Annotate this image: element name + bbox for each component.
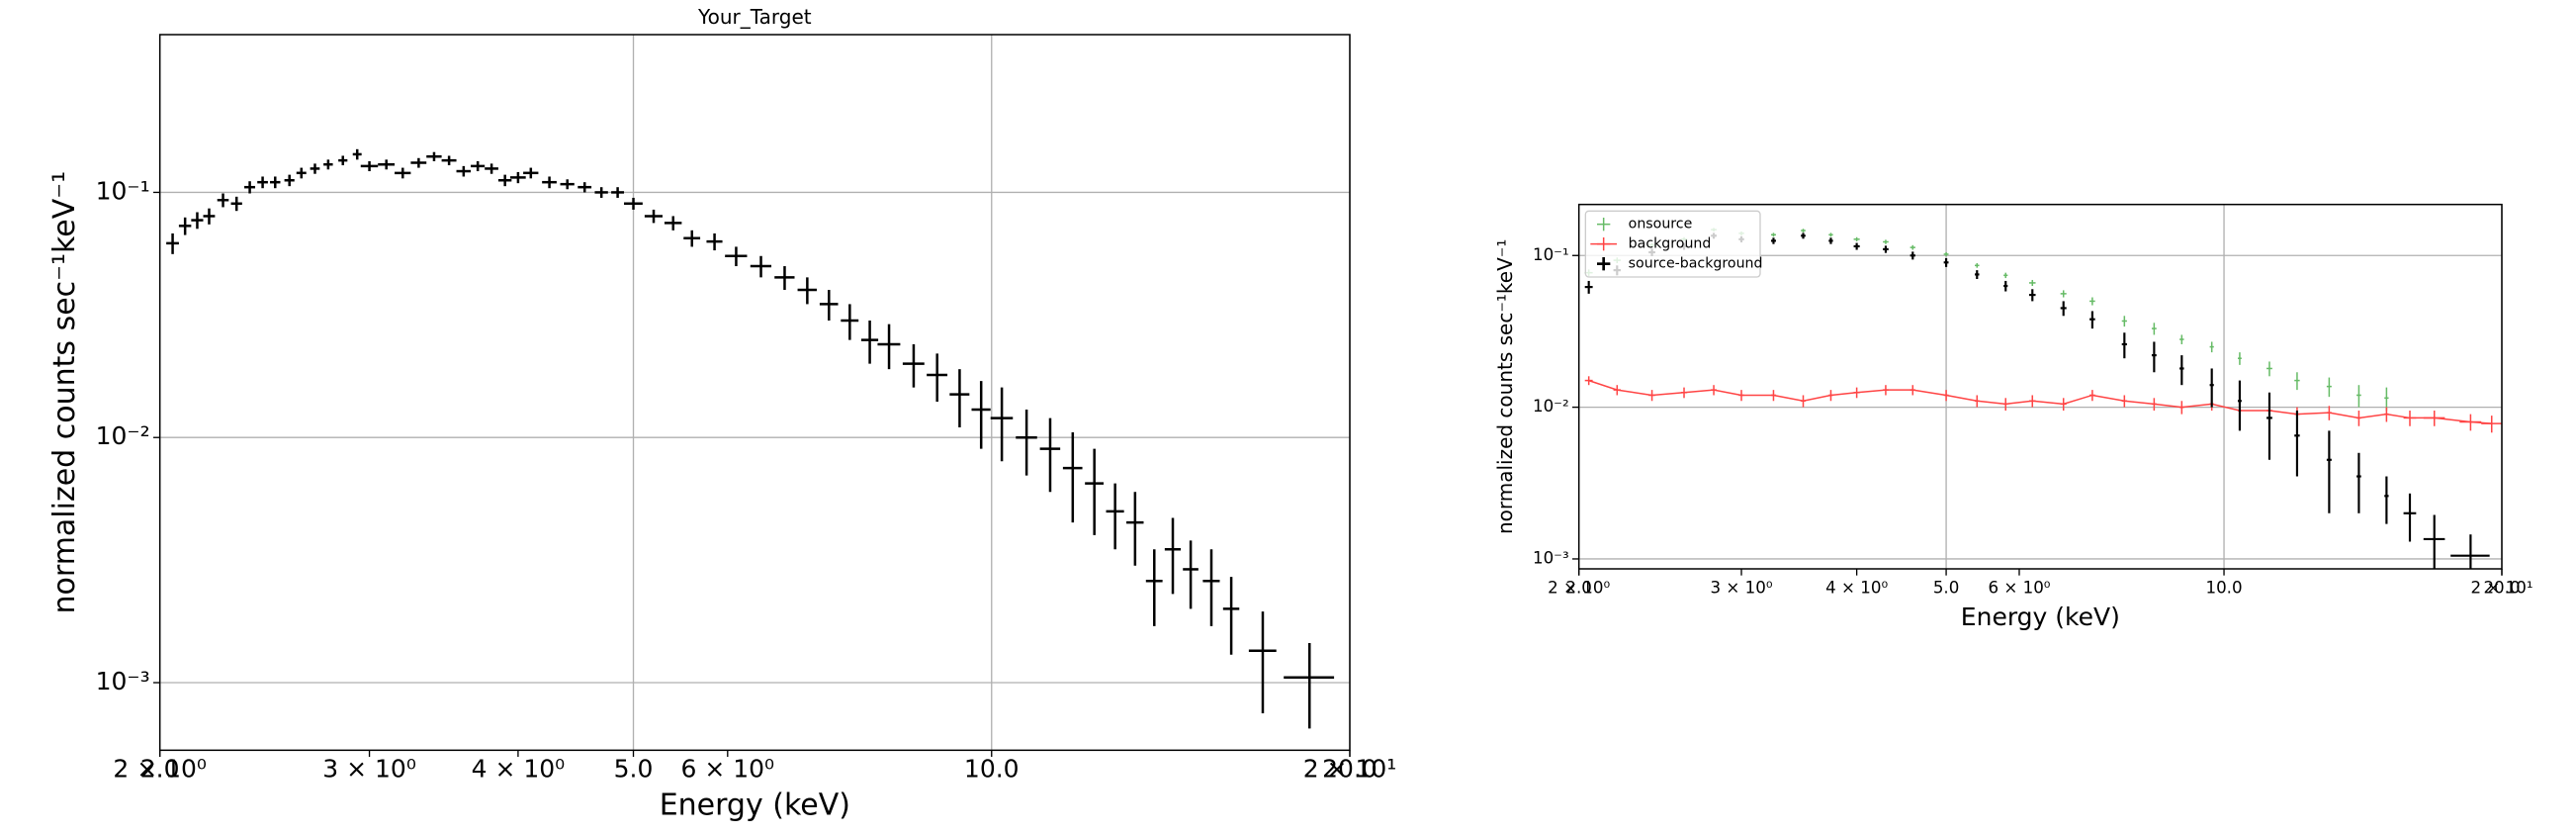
- x-tick-label: 2 × 10¹: [1303, 754, 1397, 783]
- x-tick-label: 4 × 10⁰: [1825, 579, 1888, 598]
- legend-label: onsource: [1629, 217, 1693, 232]
- axes-frame: [158, 34, 1351, 752]
- x-tick-label: 20.0: [2483, 579, 2520, 598]
- axes-frame: [1577, 203, 2503, 570]
- x-tick-label: 5.0: [614, 754, 654, 783]
- y-axis-label: normalized counts sec⁻¹keV⁻¹: [47, 171, 82, 614]
- x-tick-label: 2.0: [140, 754, 180, 783]
- panel: 2.0 5.0 10.0 20.0 2 × 10⁰ 3 × 10⁰ 4 × 10⁰ 6 × 1…: [1493, 203, 2533, 631]
- x-tick-label: 6 × 10⁰: [681, 754, 775, 783]
- legend-label: background: [1629, 236, 1712, 252]
- y-tick-label: 10⁻³: [1533, 548, 1569, 567]
- x-tick-label: 3 × 10⁰: [322, 754, 416, 783]
- series: [1584, 232, 2490, 570]
- x-tick-label: 20.0: [1322, 754, 1377, 783]
- legend: onsource background source-background: [1584, 210, 1763, 278]
- x-axis-label: Energy (keV): [1961, 602, 2120, 631]
- x-tick-label: 3 × 10⁰: [1711, 579, 1773, 598]
- x-tick-label: 10.0: [2205, 579, 2242, 598]
- y-tick-label: 10⁻³: [96, 667, 150, 695]
- y-tick-label: 10⁻²: [1533, 397, 1569, 416]
- x-tick-label: 2 × 10⁰: [113, 754, 207, 783]
- x-tick-label: 6 × 10⁰: [1988, 579, 2050, 598]
- x-tick-label: 5.0: [1933, 579, 1960, 598]
- x-tick-label: 10.0: [964, 754, 1020, 783]
- chart-title: Your_Target: [697, 5, 812, 29]
- x-tick-label: 2.0: [1565, 579, 1592, 598]
- x-axis-label: Energy (keV): [660, 788, 850, 823]
- legend-label: source-background: [1629, 256, 1763, 272]
- y-tick-label: 10⁻¹: [1533, 245, 1569, 264]
- y-tick-label: 10⁻²: [96, 421, 150, 450]
- y-axis-label: normalized counts sec⁻¹keV⁻¹: [1493, 239, 1517, 534]
- x-tick-label: 2 × 10¹: [2470, 579, 2532, 598]
- y-tick-label: 10⁻¹: [96, 176, 150, 205]
- series-line: [1588, 379, 2492, 424]
- panel: 2.0 5.0 10.0 20.0 2 × 10⁰ 3 × 10⁰ 4 × 10⁰ 6 × 1…: [47, 5, 1396, 823]
- x-tick-label: 2 × 10⁰: [1548, 579, 1610, 598]
- legend-box: [1584, 210, 1761, 278]
- x-tick-label: 4 × 10⁰: [472, 754, 566, 783]
- series: [166, 148, 1335, 729]
